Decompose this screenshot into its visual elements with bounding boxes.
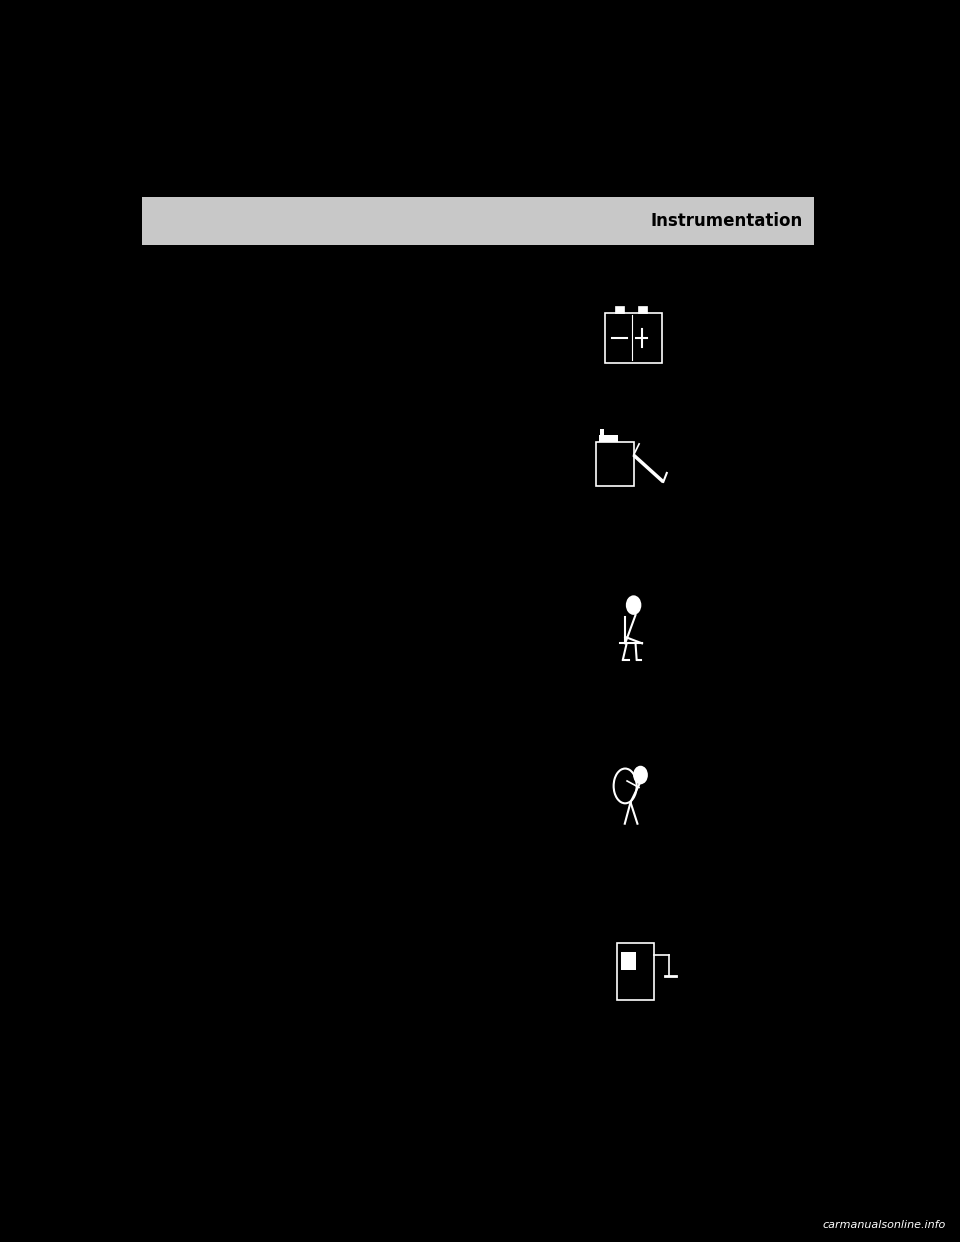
Circle shape [627,596,640,614]
Bar [142,197,814,245]
Text: carmanualsonline.info: carmanualsonline.info [823,1220,946,1230]
Bar [599,435,618,442]
Circle shape [634,766,647,784]
Bar [605,313,662,363]
Bar [638,306,647,313]
Bar [615,306,624,313]
Bar [621,951,636,970]
Bar [617,943,654,1000]
Bar [600,428,604,435]
Text: Instrumentation: Instrumentation [650,212,803,230]
